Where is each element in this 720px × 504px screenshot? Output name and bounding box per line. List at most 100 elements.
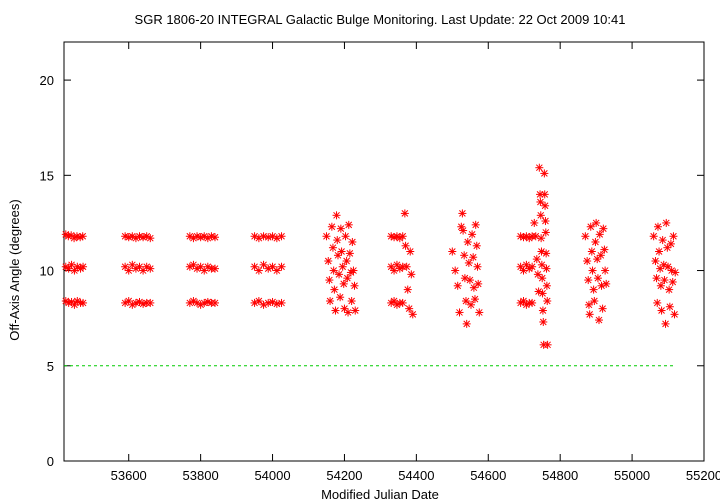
data-point	[540, 190, 549, 199]
data-point	[470, 295, 479, 304]
data-point	[277, 262, 286, 271]
data-point	[79, 262, 88, 271]
data-point	[401, 241, 410, 250]
data-point	[468, 230, 477, 239]
data-point	[200, 232, 209, 241]
data-point	[474, 279, 483, 288]
data-point	[583, 257, 592, 266]
data-point	[408, 310, 417, 319]
data-point	[600, 245, 609, 254]
data-point	[400, 209, 409, 218]
data-point	[587, 247, 596, 256]
data-point	[532, 255, 541, 264]
data-point	[653, 222, 662, 231]
data-point	[668, 277, 677, 286]
data-point	[333, 236, 342, 245]
data-point	[142, 232, 151, 241]
data-point	[347, 297, 356, 306]
data-point	[540, 169, 549, 178]
data-point	[538, 306, 547, 315]
data-point	[339, 279, 348, 288]
data-point	[537, 234, 546, 243]
data-point	[146, 264, 155, 273]
data-point	[591, 237, 600, 246]
x-tick-label: 53800	[183, 468, 219, 483]
data-point	[338, 262, 347, 271]
data-point	[448, 247, 457, 256]
data-point	[542, 281, 551, 290]
plot-frame	[63, 41, 705, 462]
data-point	[196, 262, 205, 271]
data-point	[593, 274, 602, 283]
data-point	[453, 281, 462, 290]
data-point	[335, 270, 344, 279]
data-point	[402, 262, 411, 271]
data-point	[590, 297, 599, 306]
data-point	[653, 298, 662, 307]
data-point	[351, 306, 360, 315]
data-point	[541, 228, 550, 237]
data-point	[602, 279, 611, 288]
data-point	[473, 262, 482, 271]
data-point	[649, 232, 658, 241]
data-point	[124, 297, 133, 306]
data-point	[330, 285, 339, 294]
data-point	[599, 224, 608, 233]
y-tick-label: 15	[40, 168, 54, 183]
data-point	[322, 232, 331, 241]
data-point	[584, 300, 593, 309]
data-point	[211, 264, 220, 273]
data-point	[670, 310, 679, 319]
data-point	[651, 257, 660, 266]
data-point	[146, 298, 155, 307]
data-point	[463, 237, 472, 246]
data-point	[535, 163, 544, 172]
data-point	[459, 226, 468, 235]
y-tick-label: 0	[47, 454, 54, 469]
data-point	[595, 230, 604, 239]
data-point	[665, 302, 674, 311]
data-point	[211, 233, 220, 242]
data-point	[331, 306, 340, 315]
data-point	[146, 234, 155, 243]
data-point	[662, 218, 671, 227]
data-point	[203, 262, 212, 271]
data-point	[78, 232, 87, 241]
data-point	[601, 266, 610, 275]
data-point	[537, 260, 546, 269]
data-point	[131, 298, 140, 307]
x-tick-label: 55000	[614, 468, 650, 483]
data-point	[327, 222, 336, 231]
data-point	[541, 217, 550, 226]
data-point	[538, 289, 547, 298]
data-point	[462, 319, 471, 328]
data-point	[467, 300, 476, 309]
data-point	[406, 247, 415, 256]
data-point	[465, 276, 474, 285]
data-point	[469, 253, 478, 262]
data-point	[472, 241, 481, 250]
data-point	[328, 243, 337, 252]
data-point	[250, 262, 259, 271]
data-point	[332, 211, 341, 220]
data-point	[584, 276, 593, 285]
data-point	[528, 262, 537, 271]
data-point	[585, 310, 594, 319]
data-point	[541, 201, 550, 210]
data-point	[128, 260, 137, 269]
data-point	[272, 266, 281, 275]
data-point	[588, 266, 597, 275]
data-point	[348, 237, 357, 246]
data-point	[596, 251, 605, 260]
data-point	[536, 197, 545, 206]
data-point	[341, 232, 350, 241]
x-tick-label: 54400	[398, 468, 434, 483]
data-point	[455, 308, 464, 317]
data-point	[259, 260, 268, 269]
data-point	[350, 281, 359, 290]
chart-title: SGR 1806-20 INTEGRAL Galactic Bulge Moni…	[135, 12, 626, 27]
data-point	[407, 270, 416, 279]
data-point	[475, 308, 484, 317]
x-tick-label: 53600	[111, 468, 147, 483]
data-point	[461, 297, 470, 306]
